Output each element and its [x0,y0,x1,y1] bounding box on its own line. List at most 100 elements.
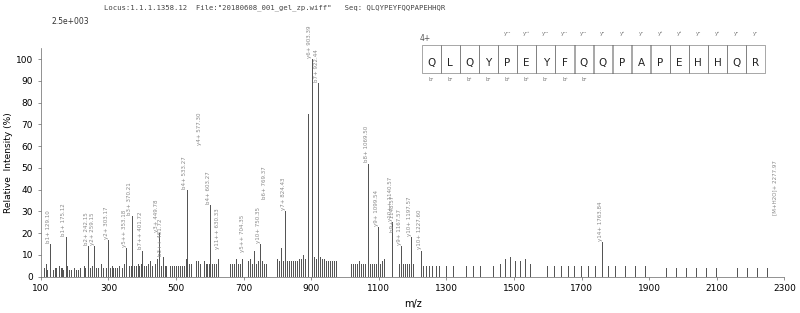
Bar [358,261,360,277]
Bar [353,264,354,277]
Bar [155,264,156,277]
Bar [84,266,85,277]
Bar [112,266,113,277]
Bar [61,268,62,277]
Bar [594,266,595,277]
Bar [281,248,282,277]
Bar [486,266,487,277]
Bar [117,268,118,277]
Bar [295,261,296,277]
Bar [346,261,347,277]
Bar [139,266,140,277]
Text: A: A [638,58,645,68]
Bar [210,205,211,277]
Text: R: R [752,58,759,68]
Text: H: H [694,58,702,68]
Bar [196,261,197,277]
Bar [169,264,170,277]
Bar [411,238,412,277]
Text: Y: Y [486,58,492,68]
Bar [326,261,327,277]
Text: y⁶: y⁶ [658,31,663,36]
Bar [433,266,434,277]
Bar [256,264,257,277]
Text: Q: Q [732,58,741,68]
Bar [51,268,53,277]
Bar [216,264,217,277]
Bar [446,266,447,277]
Bar [615,266,616,277]
Bar [466,266,467,277]
Bar [96,268,97,277]
Bar [635,266,636,277]
Text: b⁵: b⁵ [505,77,510,82]
Bar [361,264,362,277]
Bar [142,250,143,277]
Bar [180,266,181,277]
Bar [110,268,111,277]
Text: b1+ 129.10: b1+ 129.10 [46,210,51,243]
Text: Q: Q [599,58,607,68]
Bar [459,266,460,277]
Bar [274,261,275,277]
Bar [178,266,179,277]
Bar [161,266,162,277]
Text: b2+ 242.15: b2+ 242.15 [84,212,89,245]
Bar [132,216,133,277]
Bar [186,190,188,277]
Bar [324,259,325,277]
Text: y⁵: y⁵ [677,31,682,36]
Bar [510,257,511,277]
Bar [554,266,555,277]
Bar [128,266,129,277]
Text: b8+ 1069.50: b8+ 1069.50 [363,126,369,162]
Bar [439,266,440,277]
Bar [390,264,391,277]
Text: y⁸: y⁸ [619,31,625,36]
Bar [103,268,104,277]
Bar [574,266,575,277]
Text: b⁹: b⁹ [581,77,586,82]
Text: y5++ 704.35: y5++ 704.35 [240,214,245,252]
Text: y10+ 1227.60: y10+ 1227.60 [417,210,422,249]
Bar [350,264,351,277]
Bar [200,264,201,277]
Bar [73,268,74,277]
Text: y2+ 259.15: y2+ 259.15 [90,213,94,245]
Bar [56,268,57,277]
Bar [453,266,454,277]
Bar [94,246,95,277]
Bar [515,261,516,277]
Bar [535,264,537,277]
Bar [429,266,430,277]
Bar [381,264,382,277]
Bar [240,264,241,277]
Bar [716,268,718,277]
Text: y9+ 1167.57: y9+ 1167.57 [397,209,402,245]
Bar [312,59,313,277]
Bar [436,266,437,277]
Text: b1+ 175.12: b1+ 175.12 [62,204,66,236]
Bar [385,259,386,277]
Text: b3++ 461.72: b3++ 461.72 [158,218,163,256]
Bar [131,266,132,277]
Bar [273,264,274,277]
Text: y³: y³ [714,31,720,36]
Bar [561,266,562,277]
Text: Locus:1.1.1.1358.12  File:"20180608_001_gel_zp.wiff"   Seq: QLQYPEYFQQPAPEHHQR: Locus:1.1.1.1358.12 File:"20180608_001_g… [104,5,446,11]
Bar [266,264,267,277]
Text: y⁷: y⁷ [638,31,644,36]
Bar [246,261,247,277]
Bar [121,268,122,277]
Bar [232,264,233,277]
Bar [228,264,229,277]
Bar [193,264,194,277]
Text: y3+ 449.78: y3+ 449.78 [154,200,159,232]
Bar [158,233,159,277]
Bar [442,266,443,277]
Text: b⁴: b⁴ [486,77,491,82]
Bar [372,264,373,277]
Text: b6+ 769.37: b6+ 769.37 [262,167,267,199]
Text: b7+ 922.44: b7+ 922.44 [314,49,319,82]
Bar [90,268,91,277]
